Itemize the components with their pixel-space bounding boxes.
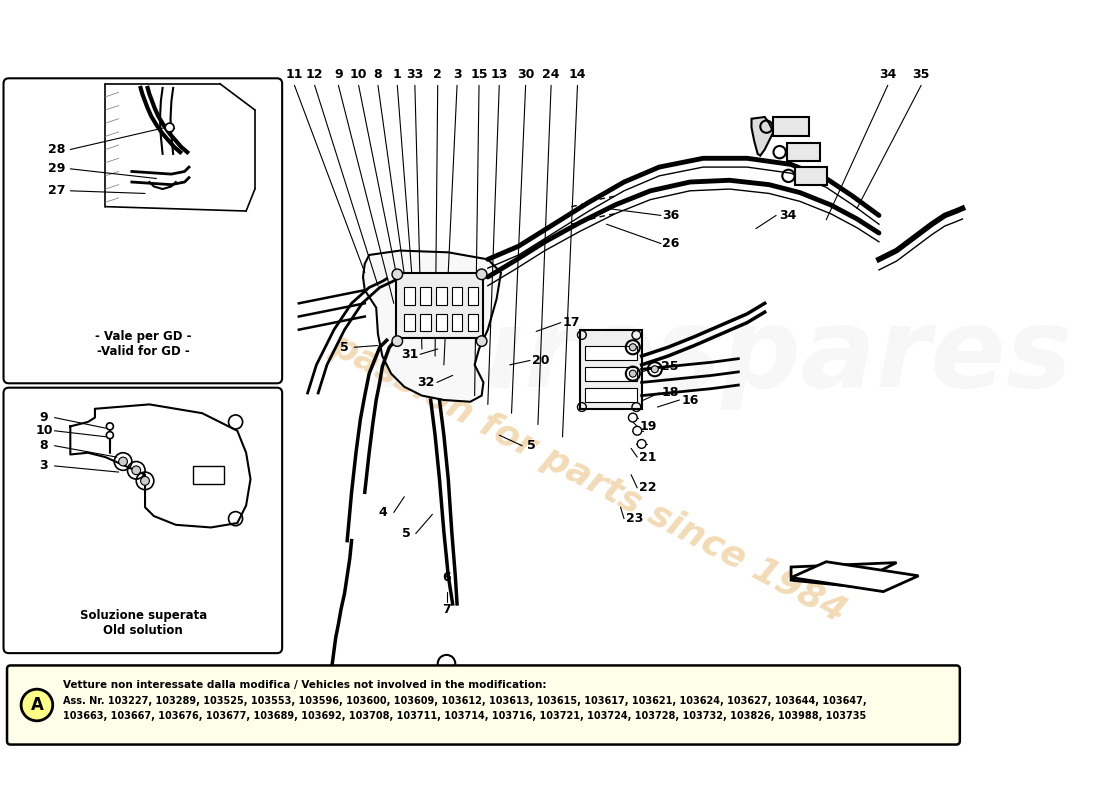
Text: 8: 8 xyxy=(374,68,383,82)
Circle shape xyxy=(21,689,53,721)
Bar xyxy=(436,314,447,331)
Text: 9: 9 xyxy=(40,411,48,424)
Bar xyxy=(795,167,827,185)
Bar xyxy=(452,287,462,305)
Text: 26: 26 xyxy=(662,237,680,250)
Text: 10: 10 xyxy=(350,68,367,82)
FancyBboxPatch shape xyxy=(7,666,960,745)
Circle shape xyxy=(629,370,637,377)
Bar xyxy=(786,143,821,161)
Text: 7: 7 xyxy=(442,602,451,616)
Text: 5: 5 xyxy=(402,527,410,540)
Bar xyxy=(396,273,483,338)
Text: 29: 29 xyxy=(48,162,66,175)
Text: 2: 2 xyxy=(433,68,442,82)
Text: 31: 31 xyxy=(400,348,418,361)
Bar xyxy=(584,388,637,402)
Text: 4: 4 xyxy=(378,506,387,519)
Text: 22: 22 xyxy=(639,482,657,494)
Text: 8: 8 xyxy=(40,439,48,452)
Bar xyxy=(468,314,478,331)
Text: 11: 11 xyxy=(286,68,304,82)
Circle shape xyxy=(165,123,174,132)
Text: 6: 6 xyxy=(442,571,451,584)
Text: 34: 34 xyxy=(779,209,796,222)
Bar xyxy=(436,287,447,305)
Text: 34: 34 xyxy=(879,68,896,82)
Bar xyxy=(584,346,637,359)
Bar xyxy=(194,466,224,483)
Text: Vetture non interessate dalla modifica / Vehicles not involved in the modificati: Vetture non interessate dalla modifica /… xyxy=(64,680,547,690)
Bar xyxy=(773,117,808,136)
Circle shape xyxy=(637,439,646,448)
Text: A: A xyxy=(31,696,43,714)
Text: 12: 12 xyxy=(306,68,323,82)
Circle shape xyxy=(132,466,141,474)
Text: - Vale per GD -
-Valid for GD -: - Vale per GD - -Valid for GD - xyxy=(95,330,191,358)
Bar xyxy=(420,287,431,305)
Text: Ass. Nr. 103227, 103289, 103525, 103553, 103596, 103600, 103609, 103612, 103613,: Ass. Nr. 103227, 103289, 103525, 103553,… xyxy=(64,696,867,706)
Circle shape xyxy=(392,336,403,346)
Text: 103663, 103667, 103676, 103677, 103689, 103692, 103708, 103711, 103714, 103716, : 103663, 103667, 103676, 103677, 103689, … xyxy=(64,711,867,722)
Text: 15: 15 xyxy=(471,68,487,82)
Text: 16: 16 xyxy=(681,394,698,406)
Text: 3: 3 xyxy=(453,68,461,82)
Text: passion for parts since 1984: passion for parts since 1984 xyxy=(326,328,852,630)
Text: 5: 5 xyxy=(527,439,536,452)
Circle shape xyxy=(107,432,113,438)
Circle shape xyxy=(476,269,487,279)
Text: 1: 1 xyxy=(393,68,402,82)
Circle shape xyxy=(651,366,658,373)
Polygon shape xyxy=(363,250,500,402)
Circle shape xyxy=(141,477,150,486)
Bar xyxy=(405,287,415,305)
Text: 10: 10 xyxy=(35,424,53,438)
Bar xyxy=(405,314,415,331)
Bar xyxy=(580,330,641,409)
Polygon shape xyxy=(791,562,896,589)
FancyBboxPatch shape xyxy=(3,388,282,653)
Text: 25: 25 xyxy=(661,360,679,373)
Text: 13: 13 xyxy=(491,68,508,82)
Text: 3: 3 xyxy=(40,459,48,473)
Text: 14: 14 xyxy=(569,68,586,82)
Bar xyxy=(420,314,431,331)
Text: 23: 23 xyxy=(626,512,644,525)
Polygon shape xyxy=(791,562,918,592)
Polygon shape xyxy=(751,117,773,156)
Circle shape xyxy=(632,426,641,435)
Circle shape xyxy=(628,413,637,422)
Text: 19: 19 xyxy=(639,420,657,433)
Text: 17: 17 xyxy=(562,316,580,329)
Text: 24: 24 xyxy=(542,68,560,82)
Circle shape xyxy=(438,655,455,673)
Text: 27: 27 xyxy=(48,184,66,198)
Text: 21: 21 xyxy=(639,450,657,464)
Text: 20: 20 xyxy=(531,354,549,367)
Text: Eurospares: Eurospares xyxy=(370,302,1072,410)
FancyBboxPatch shape xyxy=(3,78,282,383)
Text: 30: 30 xyxy=(517,68,535,82)
Text: 32: 32 xyxy=(418,376,434,389)
Circle shape xyxy=(392,269,403,279)
Text: 33: 33 xyxy=(406,68,424,82)
Circle shape xyxy=(476,336,487,346)
Text: 5: 5 xyxy=(340,341,349,354)
Circle shape xyxy=(629,344,637,350)
Text: 36: 36 xyxy=(662,209,680,222)
Bar xyxy=(468,287,478,305)
Text: 18: 18 xyxy=(661,386,679,399)
Text: 28: 28 xyxy=(48,143,66,156)
Circle shape xyxy=(119,457,128,466)
Text: 9: 9 xyxy=(334,68,343,82)
Text: 35: 35 xyxy=(913,68,930,82)
Text: Soluzione superata
Old solution: Soluzione superata Old solution xyxy=(79,610,207,638)
Bar xyxy=(452,314,462,331)
Bar xyxy=(584,366,637,381)
Circle shape xyxy=(107,423,113,430)
